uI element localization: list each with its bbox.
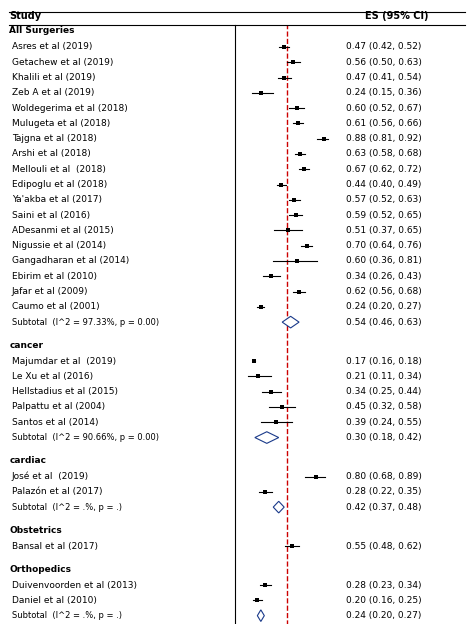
Text: Caumo et al (2001): Caumo et al (2001) — [12, 303, 100, 311]
Text: Le Xu et al (2016): Le Xu et al (2016) — [12, 372, 93, 381]
Text: Orthopedics: Orthopedics — [9, 565, 72, 573]
Text: 0.24 (0.20, 0.27): 0.24 (0.20, 0.27) — [346, 303, 421, 311]
Text: Palpattu et al (2004): Palpattu et al (2004) — [12, 402, 105, 411]
Text: 0.30 (0.18, 0.42): 0.30 (0.18, 0.42) — [346, 433, 422, 442]
Text: Arshi et al (2018): Arshi et al (2018) — [12, 150, 91, 158]
Text: 0.42 (0.37, 0.48): 0.42 (0.37, 0.48) — [346, 502, 421, 512]
Text: 0.70 (0.64, 0.76): 0.70 (0.64, 0.76) — [346, 241, 422, 250]
Text: Zeb A et al (2019): Zeb A et al (2019) — [12, 89, 94, 97]
Text: Subtotal  (I^2 = .%, p = .): Subtotal (I^2 = .%, p = .) — [12, 502, 122, 512]
Text: 0.28 (0.22, 0.35): 0.28 (0.22, 0.35) — [346, 487, 421, 496]
Text: Getachew et al (2019): Getachew et al (2019) — [12, 58, 113, 67]
Text: 0.20 (0.16, 0.25): 0.20 (0.16, 0.25) — [346, 596, 422, 605]
Text: 0.63 (0.58, 0.68): 0.63 (0.58, 0.68) — [346, 150, 422, 158]
Text: 0.57 (0.52, 0.63): 0.57 (0.52, 0.63) — [346, 195, 422, 204]
Text: 0.17 (0.16, 0.18): 0.17 (0.16, 0.18) — [346, 356, 422, 366]
Text: cancer: cancer — [9, 341, 44, 349]
Polygon shape — [282, 316, 299, 328]
Text: Saini et al (2016): Saini et al (2016) — [12, 211, 90, 220]
Text: 0.59 (0.52, 0.65): 0.59 (0.52, 0.65) — [346, 211, 422, 220]
Text: Subtotal  (I^2 = 90.66%, p = 0.00): Subtotal (I^2 = 90.66%, p = 0.00) — [12, 433, 159, 442]
Text: Duivenvoorden et al (2013): Duivenvoorden et al (2013) — [12, 580, 137, 590]
Polygon shape — [255, 432, 279, 444]
Text: ADesanmi et al (2015): ADesanmi et al (2015) — [12, 226, 114, 235]
Text: Obstetrics: Obstetrics — [9, 525, 62, 535]
Text: Mellouli et al  (2018): Mellouli et al (2018) — [12, 165, 106, 173]
Text: 0.21 (0.11, 0.34): 0.21 (0.11, 0.34) — [346, 372, 422, 381]
Text: 0.62 (0.56, 0.68): 0.62 (0.56, 0.68) — [346, 287, 422, 296]
Polygon shape — [273, 501, 284, 513]
Text: 0.24 (0.15, 0.36): 0.24 (0.15, 0.36) — [346, 89, 422, 97]
Text: Majumdar et al  (2019): Majumdar et al (2019) — [12, 356, 116, 366]
Text: 0.60 (0.36, 0.81): 0.60 (0.36, 0.81) — [346, 256, 422, 265]
Text: Santos et al (2014): Santos et al (2014) — [12, 417, 98, 427]
Text: 0.61 (0.56, 0.66): 0.61 (0.56, 0.66) — [346, 119, 422, 128]
Text: 0.28 (0.23, 0.34): 0.28 (0.23, 0.34) — [346, 580, 421, 590]
Text: ES (95% CI): ES (95% CI) — [365, 11, 428, 21]
Text: Daniel et al (2010): Daniel et al (2010) — [12, 596, 97, 605]
Text: cardiac: cardiac — [9, 456, 46, 465]
Text: Gangadharan et al (2014): Gangadharan et al (2014) — [12, 256, 129, 265]
Text: Ya'akba et al (2017): Ya'akba et al (2017) — [12, 195, 102, 204]
Text: 0.44 (0.40, 0.49): 0.44 (0.40, 0.49) — [346, 180, 421, 189]
Text: 0.34 (0.25, 0.44): 0.34 (0.25, 0.44) — [346, 387, 421, 396]
Text: Jafar et al (2009): Jafar et al (2009) — [12, 287, 88, 296]
Text: Edipoglu et al (2018): Edipoglu et al (2018) — [12, 180, 107, 189]
Text: Hellstadius et al (2015): Hellstadius et al (2015) — [12, 387, 118, 396]
Text: 0.24 (0.20, 0.27): 0.24 (0.20, 0.27) — [346, 611, 421, 620]
Text: Asres et al (2019): Asres et al (2019) — [12, 42, 92, 51]
Text: 0.39 (0.24, 0.55): 0.39 (0.24, 0.55) — [346, 417, 422, 427]
Text: Mulugeta et al (2018): Mulugeta et al (2018) — [12, 119, 110, 128]
Text: 0.55 (0.48, 0.62): 0.55 (0.48, 0.62) — [346, 542, 422, 550]
Text: Tajgna et al (2018): Tajgna et al (2018) — [12, 134, 97, 143]
Text: 0.56 (0.50, 0.63): 0.56 (0.50, 0.63) — [346, 58, 422, 67]
Text: 0.54 (0.46, 0.63): 0.54 (0.46, 0.63) — [346, 318, 422, 326]
Text: 0.80 (0.68, 0.89): 0.80 (0.68, 0.89) — [346, 472, 422, 481]
Text: 0.60 (0.52, 0.67): 0.60 (0.52, 0.67) — [346, 104, 422, 112]
Text: 0.45 (0.32, 0.58): 0.45 (0.32, 0.58) — [346, 402, 422, 411]
Text: Subtotal  (I^2 = 97.33%, p = 0.00): Subtotal (I^2 = 97.33%, p = 0.00) — [12, 318, 159, 326]
Polygon shape — [257, 610, 264, 622]
Text: 0.47 (0.41, 0.54): 0.47 (0.41, 0.54) — [346, 73, 421, 82]
Text: Bansal et al (2017): Bansal et al (2017) — [12, 542, 98, 550]
Text: 0.51 (0.37, 0.65): 0.51 (0.37, 0.65) — [346, 226, 422, 235]
Text: Study: Study — [9, 11, 42, 21]
Text: José et al  (2019): José et al (2019) — [12, 472, 89, 481]
Text: All Surgeries: All Surgeries — [9, 26, 75, 36]
Text: Ebirim et al (2010): Ebirim et al (2010) — [12, 272, 97, 281]
Text: Subtotal  (I^2 = .%, p = .): Subtotal (I^2 = .%, p = .) — [12, 611, 122, 620]
Text: Khalili et al (2019): Khalili et al (2019) — [12, 73, 95, 82]
Text: Palazón et al (2017): Palazón et al (2017) — [12, 487, 102, 496]
Text: Woldegerima et al (2018): Woldegerima et al (2018) — [12, 104, 128, 112]
Text: 0.67 (0.62, 0.72): 0.67 (0.62, 0.72) — [346, 165, 422, 173]
Text: 0.47 (0.42, 0.52): 0.47 (0.42, 0.52) — [346, 42, 421, 51]
Text: 0.88 (0.81, 0.92): 0.88 (0.81, 0.92) — [346, 134, 422, 143]
Text: Nigussie et al (2014): Nigussie et al (2014) — [12, 241, 106, 250]
Text: 0.34 (0.26, 0.43): 0.34 (0.26, 0.43) — [346, 272, 421, 281]
